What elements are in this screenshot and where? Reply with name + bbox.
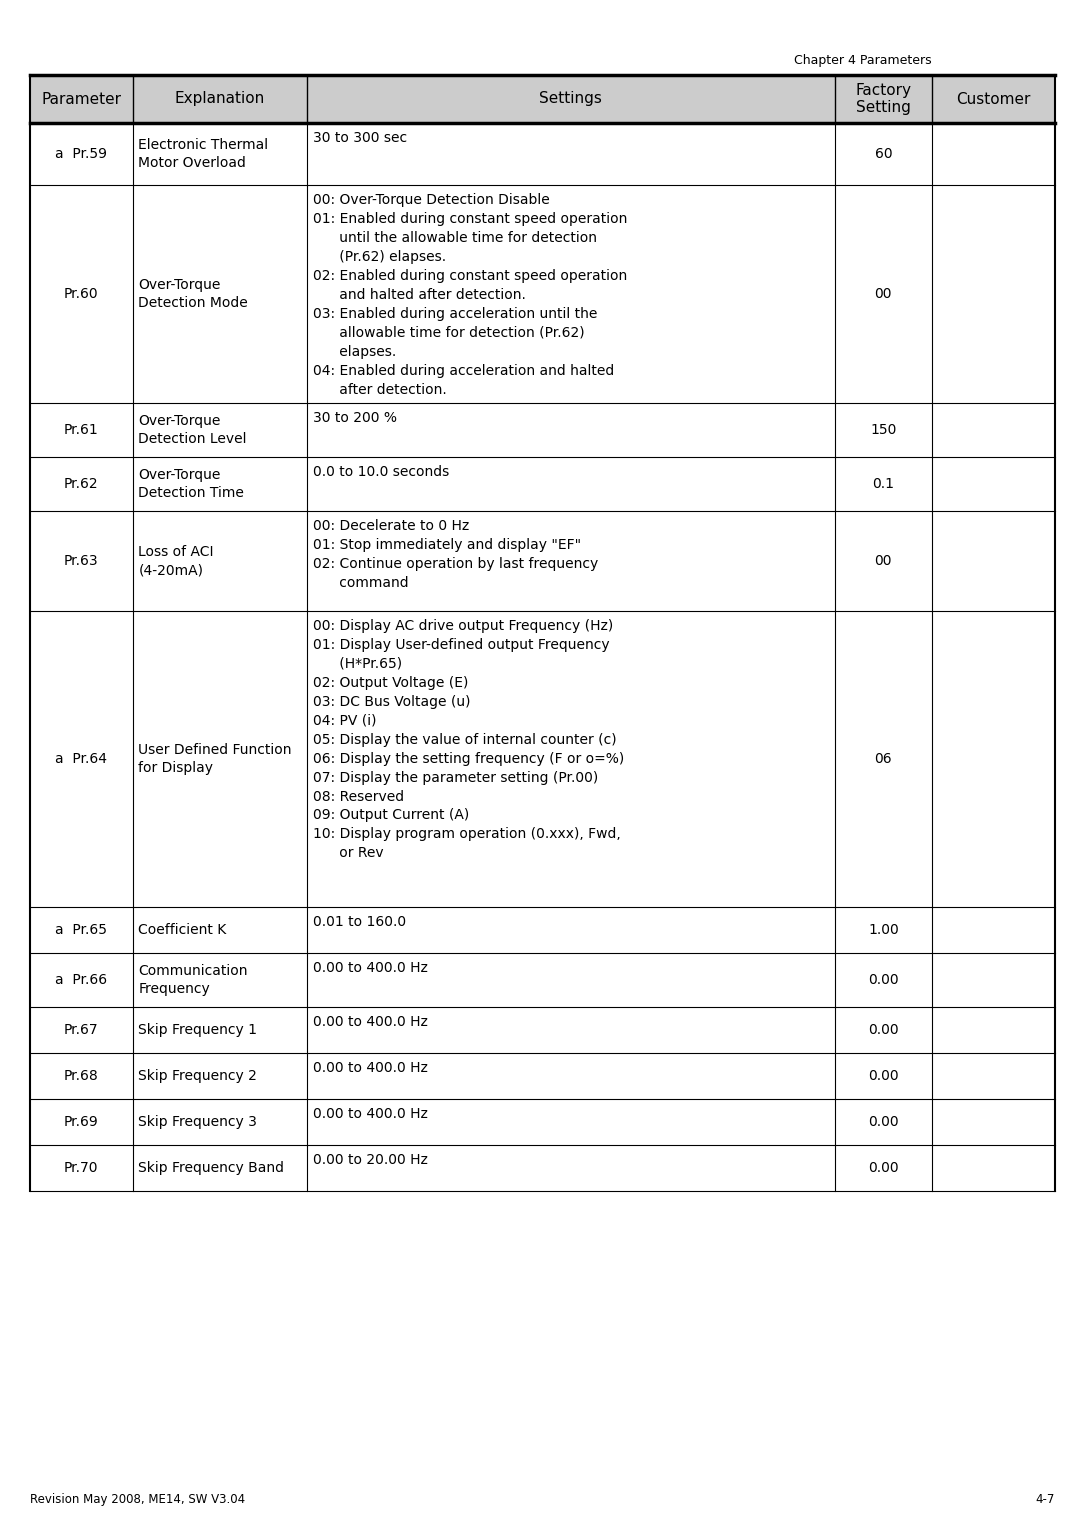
Text: a  Pr.65: a Pr.65 — [55, 923, 107, 937]
Text: Settings: Settings — [539, 92, 603, 106]
Text: Pr.67: Pr.67 — [64, 1023, 98, 1037]
Text: Chapter 4 Parameters: Chapter 4 Parameters — [795, 54, 932, 67]
Text: 0.00: 0.00 — [868, 1161, 899, 1175]
Text: 00: 00 — [875, 287, 892, 301]
Text: 0.00: 0.00 — [868, 1115, 899, 1129]
Text: User Defined Function
for Display: User Defined Function for Display — [138, 742, 292, 775]
Text: Skip Frequency 2: Skip Frequency 2 — [138, 1069, 257, 1083]
Text: 60: 60 — [875, 147, 892, 161]
Text: Pr.61: Pr.61 — [64, 423, 98, 437]
Text: Communication
Frequency: Communication Frequency — [138, 963, 248, 996]
Text: Pr.68: Pr.68 — [64, 1069, 98, 1083]
Text: a  Pr.64: a Pr.64 — [55, 752, 107, 765]
Text: Pr.70: Pr.70 — [64, 1161, 98, 1175]
Text: Pr.69: Pr.69 — [64, 1115, 98, 1129]
Text: Explanation: Explanation — [175, 92, 265, 106]
Text: Coefficient K: Coefficient K — [138, 923, 227, 937]
Text: 30 to 200 %: 30 to 200 % — [313, 411, 396, 425]
Text: 06: 06 — [875, 752, 892, 765]
Text: Customer: Customer — [956, 92, 1030, 106]
Text: 00: 00 — [875, 554, 892, 568]
Text: 0.1: 0.1 — [873, 477, 894, 491]
Text: 1.00: 1.00 — [868, 923, 899, 937]
Text: Skip Frequency 1: Skip Frequency 1 — [138, 1023, 257, 1037]
Text: 0.00 to 400.0 Hz: 0.00 to 400.0 Hz — [313, 960, 428, 976]
Bar — [30, 75, 1055, 123]
Text: 0.01 to 160.0: 0.01 to 160.0 — [313, 914, 406, 930]
Text: Over-Torque
Detection Time: Over-Torque Detection Time — [138, 468, 244, 500]
Text: 0.00 to 400.0 Hz: 0.00 to 400.0 Hz — [313, 1016, 428, 1029]
Text: a  Pr.59: a Pr.59 — [55, 147, 107, 161]
Text: 0.00 to 400.0 Hz: 0.00 to 400.0 Hz — [313, 1062, 428, 1075]
Text: a  Pr.66: a Pr.66 — [55, 973, 107, 986]
Text: 4-7: 4-7 — [1036, 1493, 1055, 1506]
Text: Skip Frequency 3: Skip Frequency 3 — [138, 1115, 257, 1129]
Text: 0.00: 0.00 — [868, 973, 899, 986]
Text: Factory
Setting: Factory Setting — [855, 83, 912, 115]
Text: Revision May 2008, ME14, SW V3.04: Revision May 2008, ME14, SW V3.04 — [30, 1493, 245, 1506]
Text: 0.0 to 10.0 seconds: 0.0 to 10.0 seconds — [313, 465, 449, 479]
Text: Skip Frequency Band: Skip Frequency Band — [138, 1161, 284, 1175]
Text: 0.00 to 400.0 Hz: 0.00 to 400.0 Hz — [313, 1108, 428, 1121]
Text: 00: Over-Torque Detection Disable
01: Enabled during constant speed operation
  : 00: Over-Torque Detection Disable 01: En… — [313, 193, 627, 396]
Text: Electronic Thermal
Motor Overload: Electronic Thermal Motor Overload — [138, 138, 269, 170]
Text: 150: 150 — [870, 423, 896, 437]
Text: Pr.62: Pr.62 — [64, 477, 98, 491]
Text: 00: Decelerate to 0 Hz
01: Stop immediately and display "EF"
02: Continue operat: 00: Decelerate to 0 Hz 01: Stop immediat… — [313, 518, 598, 591]
Text: Over-Torque
Detection Mode: Over-Torque Detection Mode — [138, 278, 248, 310]
Text: 30 to 300 sec: 30 to 300 sec — [313, 130, 407, 146]
Text: 0.00: 0.00 — [868, 1023, 899, 1037]
Text: Pr.63: Pr.63 — [64, 554, 98, 568]
Text: Parameter: Parameter — [41, 92, 121, 106]
Text: Loss of ACI
(4-20mA): Loss of ACI (4-20mA) — [138, 545, 214, 577]
Text: 00: Display AC drive output Frequency (Hz)
01: Display User-defined output Frequ: 00: Display AC drive output Frequency (H… — [313, 620, 624, 861]
Text: 0.00: 0.00 — [868, 1069, 899, 1083]
Text: Pr.60: Pr.60 — [64, 287, 98, 301]
Text: 0.00 to 20.00 Hz: 0.00 to 20.00 Hz — [313, 1154, 428, 1167]
Text: Over-Torque
Detection Level: Over-Torque Detection Level — [138, 414, 247, 446]
